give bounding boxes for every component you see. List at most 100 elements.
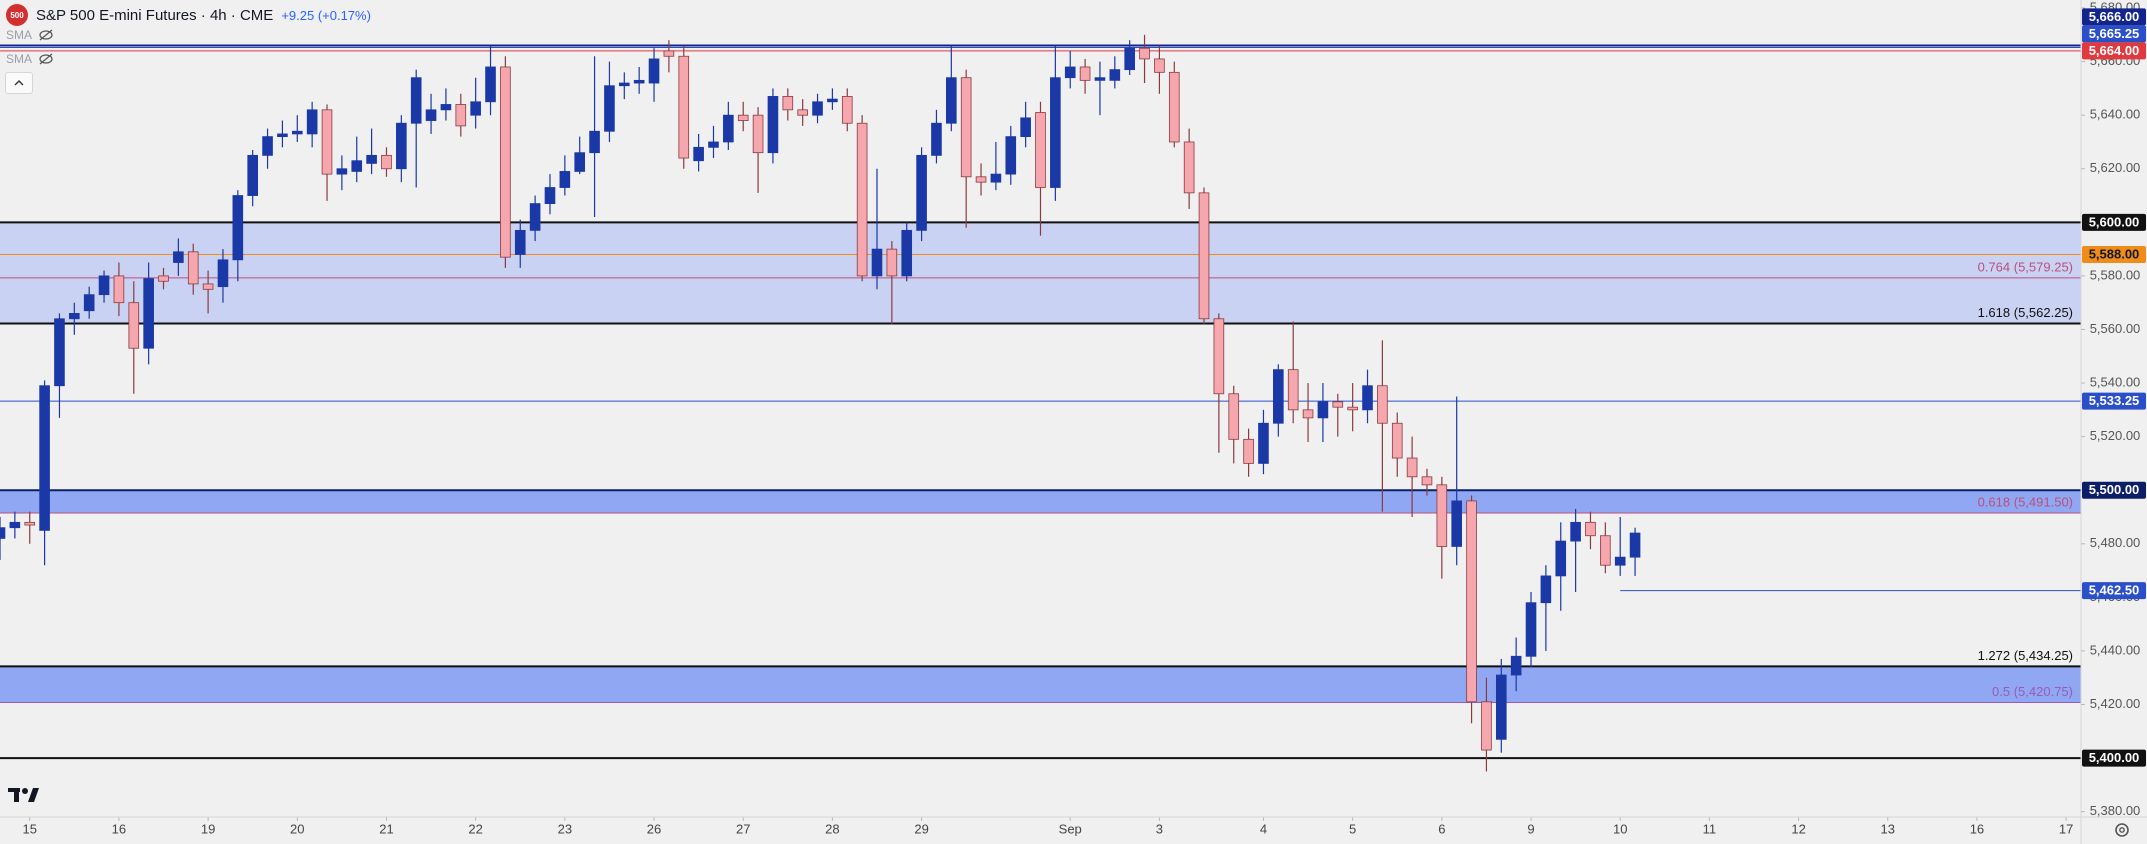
candle-body: [812, 101, 823, 116]
candle-body: [1525, 602, 1537, 657]
x-tick-label: 16: [112, 821, 126, 836]
candle-body: [396, 122, 407, 170]
x-tick-label: 11: [1703, 821, 1717, 836]
y-tick-label: 5,480.00: [2090, 535, 2141, 550]
candle-body: [901, 229, 913, 277]
candle-body: [1406, 457, 1418, 478]
candle-body: [1020, 117, 1031, 138]
candle-body: [1079, 66, 1091, 81]
candle-body: [1213, 318, 1225, 395]
price-tag: [2082, 42, 2146, 60]
price-tag: [2082, 481, 2146, 499]
candle-body: [128, 302, 140, 349]
candle-body: [173, 251, 184, 263]
candle-body: [1436, 484, 1448, 547]
candle-body: [54, 318, 65, 387]
x-tick-label: 5: [1349, 821, 1356, 836]
eye-hidden-icon[interactable]: [38, 53, 54, 65]
candle-body: [1317, 401, 1329, 419]
candle-body: [856, 122, 868, 277]
candle-body: [366, 154, 377, 164]
fib-label: 0.618 (5,491.50): [1978, 494, 2073, 509]
y-tick-label: 5,620.00: [2090, 160, 2141, 175]
x-tick-label: 26: [647, 821, 661, 836]
candle-body: [321, 109, 333, 175]
candle-body: [1258, 422, 1269, 464]
candle-body: [1139, 47, 1150, 60]
candle-body: [1421, 476, 1433, 486]
candle-body: [678, 55, 690, 159]
candle-body: [723, 114, 734, 143]
indicator[interactable]: SMA: [6, 28, 54, 42]
price-tag-label: 5,400.00: [2089, 750, 2140, 765]
price-tag-label: 5,665.25: [2089, 26, 2140, 41]
x-tick-label: 20: [290, 821, 304, 836]
candle-body: [514, 229, 526, 255]
candle-body: [990, 173, 1002, 183]
candle-body: [1481, 701, 1492, 751]
candle-body: [1064, 66, 1076, 79]
price-tag: [2082, 213, 2146, 231]
y-tick-label: 5,540.00: [2090, 374, 2141, 389]
price-tag-label: 5,500.00: [2089, 482, 2140, 497]
candle-body: [0, 527, 6, 539]
candle-body: [559, 171, 571, 188]
y-tick-label: 5,440.00: [2090, 642, 2141, 657]
x-tick-label: 13: [1881, 821, 1895, 836]
candle-body: [202, 283, 214, 290]
candle-body: [187, 251, 199, 285]
candle-body: [752, 114, 764, 154]
candle-body: [1273, 369, 1284, 424]
x-tick-label: 4: [1260, 821, 1267, 836]
candle-body: [24, 521, 36, 526]
candle-body: [1555, 540, 1567, 577]
candle-body: [217, 259, 229, 288]
candle-body: [767, 96, 779, 154]
x-tick-label: 27: [736, 821, 750, 836]
x-tick-label: Sep: [1059, 821, 1082, 836]
eye-hidden-icon[interactable]: [38, 29, 54, 41]
candle-body: [931, 122, 942, 156]
x-tick-label: 28: [825, 821, 839, 836]
candle-body: [381, 154, 392, 170]
candle-body: [618, 82, 630, 87]
zone: [0, 222, 2081, 324]
x-tick-label: 23: [558, 821, 572, 836]
axes: 5,380.005,400.005,420.005,440.005,460.00…: [22, 0, 2140, 836]
price-tag: [2082, 8, 2146, 26]
candle-body: [455, 104, 467, 127]
candle-body: [604, 85, 615, 132]
candle-body: [1005, 136, 1017, 175]
price-change: +9.25 (+0.17%): [281, 7, 371, 23]
candle-body: [1466, 500, 1477, 703]
candle-body: [247, 154, 258, 196]
candle-body: [589, 130, 600, 154]
candle-body: [960, 77, 972, 178]
candle-body: [827, 98, 838, 103]
candle-body: [1510, 655, 1522, 676]
candle-body: [1347, 406, 1358, 411]
x-tick-label: 9: [1527, 821, 1534, 836]
candle-body: [1198, 192, 1210, 320]
candle-body: [1391, 422, 1403, 459]
fib-label: 0.5 (5,420.75): [1992, 684, 2073, 699]
candle-body: [9, 521, 21, 529]
price-tag: [2082, 582, 2146, 600]
candle-body: [39, 385, 50, 531]
settings-icon[interactable]: [2115, 823, 2129, 837]
price-tag: [2082, 749, 2146, 767]
price-tag: [2082, 245, 2146, 263]
candle-body: [306, 109, 318, 135]
fib-label: 0.764 (5,579.25): [1978, 259, 2073, 274]
candle-body: [1451, 500, 1463, 547]
candle-body: [158, 275, 169, 282]
y-tick-label: 5,560.00: [2090, 321, 2141, 336]
candle-body: [663, 50, 675, 57]
indicator[interactable]: SMA: [6, 52, 54, 66]
candle-body: [232, 195, 244, 261]
candle-body: [708, 141, 719, 148]
collapse-button[interactable]: [5, 72, 33, 94]
price-tag-label: 5,533.25: [2089, 393, 2140, 408]
candle-body: [500, 66, 511, 258]
indicator-name: SMA: [6, 52, 33, 66]
